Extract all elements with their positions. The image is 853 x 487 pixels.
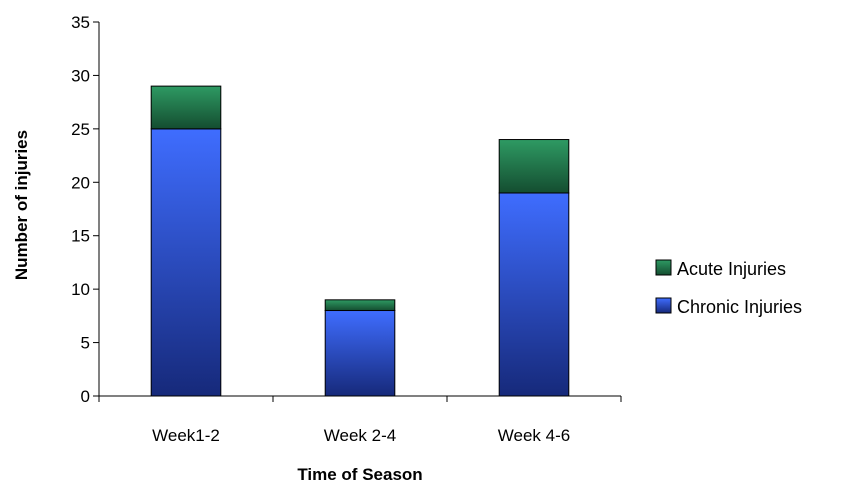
bar-chronic-injuries xyxy=(324,310,396,397)
bars xyxy=(150,85,570,397)
legend-swatch xyxy=(655,297,672,314)
y-tick-label: 30 xyxy=(71,66,90,85)
bar-acute-injuries xyxy=(498,139,570,194)
legend: Acute Injuries Chronic Injuries xyxy=(655,259,802,317)
bar-acute-injuries xyxy=(150,85,222,130)
x-tick-label: Week1-2 xyxy=(152,426,220,445)
x-tick-label: Week 4-6 xyxy=(498,426,570,445)
x-axis-title: Time of Season xyxy=(297,465,422,484)
bar-chronic-injuries xyxy=(498,192,570,397)
legend-label: Chronic Injuries xyxy=(677,297,802,317)
bar-acute-injuries xyxy=(324,299,396,312)
y-tick-label: 10 xyxy=(71,280,90,299)
y-axis: 0 5 10 15 20 25 30 35 xyxy=(71,13,100,406)
y-axis-title: Number of injuries xyxy=(12,130,31,280)
x-tick-label: Week 2-4 xyxy=(324,426,396,445)
y-tick-label: 25 xyxy=(71,120,90,139)
x-axis: Week1-2 Week 2-4 Week 4-6 xyxy=(98,395,622,445)
y-tick-label: 0 xyxy=(81,387,90,406)
legend-swatch xyxy=(655,259,672,276)
y-tick-label: 5 xyxy=(81,334,90,353)
y-tick-label: 35 xyxy=(71,13,90,32)
y-tick-label: 15 xyxy=(71,227,90,246)
y-tick-label: 20 xyxy=(71,173,90,192)
legend-label: Acute Injuries xyxy=(677,259,786,279)
bar-chronic-injuries xyxy=(150,128,222,397)
